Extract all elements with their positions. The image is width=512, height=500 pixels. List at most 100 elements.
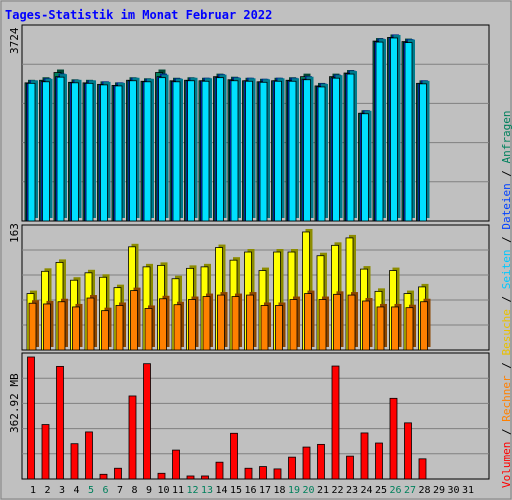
bar-volumen-day-20	[302, 446, 311, 480]
bar-rechner-day-28	[420, 301, 428, 351]
bar-seiten-day-16	[245, 80, 253, 222]
bar-seiten-day-12	[187, 80, 195, 222]
x-tick-label-day-15: 15	[230, 485, 242, 496]
x-tick-label-day-10: 10	[157, 485, 169, 496]
bar-seiten-day-11	[172, 81, 181, 222]
bar-volumen-day-1	[27, 356, 35, 480]
bar-rechner-day-25	[376, 306, 385, 351]
x-tick-label-day-16: 16	[244, 485, 256, 496]
bar-seiten-day-1	[27, 82, 36, 222]
bar-seiten-day-21	[317, 86, 326, 222]
bar-volumen-day-28	[418, 458, 427, 480]
bar-volumen-day-23	[346, 455, 354, 480]
bar-volumen-day-18	[273, 468, 282, 480]
x-tick-label-day-8: 8	[131, 485, 137, 496]
bar-volumen-day-21	[317, 443, 325, 480]
x-tick-label-day-31: 31	[462, 485, 474, 496]
x-tick-label-day-14: 14	[215, 485, 227, 496]
bar-rechner-day-4	[72, 306, 80, 351]
bar-volumen-day-7	[114, 467, 122, 480]
bar-volumen-day-3	[56, 365, 64, 480]
bar-seiten-day-22	[332, 77, 340, 222]
bar-volumen-day-9	[143, 363, 151, 480]
x-tick-label-day-23: 23	[346, 485, 358, 496]
x-tick-label-day-28: 28	[418, 485, 430, 496]
bar-rechner-day-11	[173, 304, 182, 351]
legend-seiten: Seiten	[500, 249, 512, 290]
x-tick-label-day-30: 30	[447, 485, 459, 496]
bar-seiten-day-4	[71, 82, 79, 222]
bar-volumen-day-5	[85, 431, 93, 480]
bar-rechner-day-7	[115, 305, 124, 351]
bar-rechner-day-27	[405, 307, 414, 351]
bar-volumen-day-15	[230, 432, 238, 480]
bar-seiten-day-25	[375, 41, 384, 222]
bar-rechner-day-26	[391, 306, 399, 351]
x-tick-label-day-19: 19	[288, 485, 300, 496]
bar-volumen-day-8	[128, 395, 137, 480]
bar-seiten-day-5	[85, 82, 94, 222]
x-tick-label-day-6: 6	[102, 485, 108, 496]
x-tick-label-day-26: 26	[389, 485, 401, 496]
bar-seiten-day-2	[42, 81, 50, 222]
bar-seiten-day-24	[361, 113, 369, 222]
bar-rechner-day-18	[275, 305, 283, 351]
x-tick-label-day-20: 20	[302, 485, 314, 496]
x-tick-label-day-11: 11	[172, 485, 184, 496]
bar-seiten-day-6	[100, 84, 108, 222]
x-tick-label-day-3: 3	[59, 485, 65, 496]
bar-seiten-day-27	[404, 42, 413, 222]
x-tick-label-day-18: 18	[273, 485, 285, 496]
bottom-panel-max-label: 362.92 MB	[8, 373, 21, 433]
bar-volumen-day-27	[404, 422, 412, 480]
bar-rechner-day-3	[57, 301, 66, 351]
bar-volumen-day-4	[70, 443, 79, 480]
bar-seiten-day-3	[56, 76, 65, 222]
bar-rechner-day-19	[289, 299, 298, 351]
bar-rechner-day-13	[202, 296, 211, 351]
bar-rechner-day-24	[362, 300, 370, 351]
x-tick-label-day-7: 7	[117, 485, 123, 496]
legend-volumen: Volumen	[500, 441, 512, 488]
bar-seiten-day-14	[216, 77, 224, 222]
bar-seiten-day-28	[419, 83, 427, 222]
bar-volumen-day-16	[244, 467, 253, 480]
bar-volumen-day-26	[389, 397, 398, 480]
bar-seiten-day-26	[390, 37, 398, 222]
bar-volumen-day-10	[157, 472, 166, 480]
legend-anfragen: Anfragen	[500, 110, 512, 164]
bar-seiten-day-15	[230, 80, 239, 222]
bar-rechner-day-15	[231, 296, 240, 351]
bar-volumen-day-14	[215, 461, 224, 480]
bar-rechner-day-2	[43, 303, 51, 351]
bar-volumen-day-17	[259, 466, 267, 480]
bar-volumen-day-13	[201, 475, 209, 480]
bar-rechner-day-21	[318, 299, 327, 351]
legend-rechner: Rechner	[500, 375, 512, 422]
x-tick-label-day-24: 24	[360, 485, 372, 496]
top-panel-max-label: 3724	[8, 27, 21, 55]
legend-separator: /	[500, 355, 512, 376]
bar-rechner-day-6	[101, 310, 109, 351]
bar-rechner-day-20	[304, 293, 312, 351]
x-tick-label-day-22: 22	[331, 485, 343, 496]
legend-besuche: Besuche	[500, 309, 512, 356]
x-tick-label-day-4: 4	[73, 485, 79, 496]
bar-seiten-day-8	[129, 80, 137, 222]
bar-volumen-day-2	[41, 424, 50, 480]
bar-rechner-day-23	[347, 294, 356, 351]
x-tick-label-day-21: 21	[317, 485, 329, 496]
x-tick-label-day-9: 9	[146, 485, 152, 496]
x-tick-label-day-13: 13	[201, 485, 213, 496]
bar-volumen-day-12	[186, 475, 195, 480]
bar-seiten-day-23	[346, 73, 355, 222]
bar-rechner-day-17	[260, 305, 269, 351]
bar-volumen-day-25	[375, 442, 383, 480]
bar-seiten-day-9	[143, 81, 152, 222]
legend-dateien: Dateien	[500, 183, 512, 230]
bar-rechner-day-14	[217, 294, 225, 351]
bar-seiten-day-7	[114, 85, 123, 222]
bar-volumen-day-6	[99, 473, 108, 480]
